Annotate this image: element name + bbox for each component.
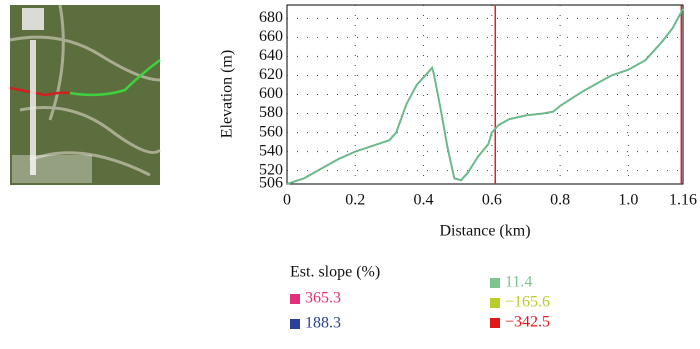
chart: Elevation (m) Distance (km) Est. slope (…	[0, 0, 700, 344]
map-pan-control[interactable]	[22, 8, 44, 30]
x-axis-label: Distance (km)	[439, 223, 530, 240]
elevation-line	[287, 9, 683, 184]
y-tick-label: 560	[259, 123, 283, 140]
legend-label: −342.5	[505, 314, 550, 331]
y-axis-label: Elevation (m)	[219, 50, 236, 138]
map-scale	[12, 155, 92, 183]
legend-title: Est. slope (%)	[290, 264, 380, 281]
x-tick-label: 1.0	[618, 192, 638, 209]
y-tick-label: 660	[259, 28, 283, 45]
x-tick-label: 0	[283, 192, 291, 209]
legend-swatch	[490, 278, 500, 288]
x-tick-label: 0.2	[345, 192, 365, 209]
legend-label: 188.3	[305, 315, 341, 332]
y-tick-label: 680	[259, 9, 283, 26]
y-tick-label: 520	[259, 161, 283, 178]
y-tick-label: 640	[259, 47, 283, 64]
y-tick-label: 620	[259, 66, 283, 83]
y-tick-label: 540	[259, 142, 283, 159]
plot-frame	[287, 5, 683, 184]
legend-label: 365.3	[305, 290, 341, 307]
map	[10, 5, 160, 185]
legend-swatch	[290, 294, 300, 304]
x-tick-label: 0.4	[414, 192, 434, 209]
legend-label: −165.6	[505, 294, 550, 311]
map-zoom-control[interactable]	[30, 40, 36, 175]
legend-label: 11.4	[505, 274, 532, 291]
x-tick-label: 0.6	[482, 192, 502, 209]
x-tick-label: 0.8	[550, 192, 570, 209]
legend-swatch	[290, 319, 300, 329]
legend-swatch	[490, 298, 500, 308]
y-tick-label: 580	[259, 104, 283, 121]
y-tick-label: 600	[259, 85, 283, 102]
x-tick-label: 1.16	[669, 192, 697, 209]
legend-swatch	[490, 318, 500, 328]
